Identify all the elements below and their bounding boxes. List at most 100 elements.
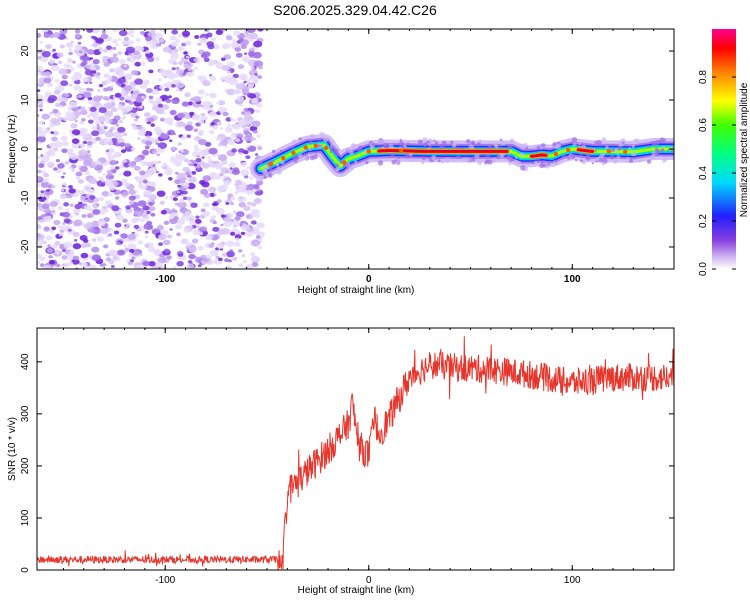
spectrogram-xtick-label: 0 <box>366 274 372 285</box>
ridge-speckle <box>303 139 305 141</box>
noise-blob <box>45 235 53 241</box>
noise-blob <box>222 45 228 50</box>
noise-blob <box>200 254 206 260</box>
noise-blob <box>160 210 167 215</box>
ridge-speckle <box>423 142 427 147</box>
ridge-speckle <box>391 160 397 165</box>
noise-blob <box>157 78 162 82</box>
noise-blob <box>47 82 54 88</box>
ridge-speckle <box>312 153 316 157</box>
ridge-speckle <box>319 132 323 136</box>
noise-blob <box>68 166 73 170</box>
noise-blob <box>92 209 101 215</box>
noise-blob <box>120 233 128 239</box>
noise-blob <box>95 136 101 141</box>
snr-ytick-label: 100 <box>20 509 31 526</box>
ridge-speckle <box>441 140 447 146</box>
noise-blob <box>235 188 242 193</box>
noise-blob <box>89 110 100 118</box>
noise-blob <box>88 177 97 185</box>
noise-blob <box>178 253 184 257</box>
noise-blob <box>257 146 263 151</box>
noise-blob <box>125 223 131 227</box>
noise-blob <box>206 32 213 38</box>
ridge-knot <box>399 148 404 153</box>
noise-blob <box>48 142 56 148</box>
noise-blob <box>127 233 136 240</box>
noise-blob <box>73 85 82 91</box>
noise-blob <box>179 88 183 92</box>
ridge-speckle <box>494 144 499 149</box>
noise-blob <box>91 254 101 261</box>
noise-blob <box>109 49 113 52</box>
noise-blob <box>162 112 166 115</box>
ridge-speckle <box>298 137 302 141</box>
noise-blob <box>253 130 258 134</box>
ridge-speckle <box>572 142 577 147</box>
noise-blob <box>114 222 122 228</box>
noise-blob <box>218 100 226 106</box>
noise-blob <box>122 181 130 187</box>
noise-blob <box>164 117 174 125</box>
ridge-speckle <box>388 143 394 149</box>
noise-blob <box>201 181 210 188</box>
ridge-speckle <box>349 150 354 155</box>
noise-blob <box>195 138 199 141</box>
spectrogram-xtick-label: -100 <box>155 274 175 285</box>
noise-blob <box>222 253 228 257</box>
ridge-speckle <box>377 160 384 166</box>
noise-blob <box>255 153 259 156</box>
snr-ytick-label: 0 <box>20 567 31 573</box>
noise-blob <box>141 149 150 156</box>
noise-blob <box>89 106 97 112</box>
noise-blob <box>80 62 86 67</box>
noise-blob <box>247 82 255 88</box>
noise-blob <box>123 170 132 177</box>
noise-blob <box>177 142 183 146</box>
ridge-speckle <box>586 156 589 159</box>
noise-blob <box>155 97 163 103</box>
noise-blob <box>57 163 65 169</box>
noise-blob <box>46 127 51 130</box>
noise-blob <box>74 33 81 38</box>
noise-blob <box>198 129 205 135</box>
noise-blob <box>232 39 237 43</box>
noise-blob <box>144 140 153 146</box>
noise-blob <box>240 44 247 49</box>
noise-blob <box>37 156 41 160</box>
noise-blob <box>167 73 176 80</box>
noise-blob <box>123 85 133 92</box>
noise-blob <box>59 29 68 35</box>
noise-blob <box>39 263 45 267</box>
noise-blob <box>103 87 109 92</box>
noise-blob <box>51 210 55 213</box>
spectrogram-ytick-label: 20 <box>20 45 31 57</box>
ridge-knot <box>323 145 329 151</box>
noise-blob <box>249 176 254 180</box>
noise-blob <box>257 245 263 250</box>
noise-blob <box>142 179 148 184</box>
noise-blob <box>62 182 67 186</box>
noise-blob <box>78 190 86 195</box>
noise-blob <box>53 219 61 226</box>
noise-blob <box>218 162 223 167</box>
noise-blob <box>105 78 112 84</box>
ridge-speckle <box>464 157 471 163</box>
noise-blob <box>144 119 149 123</box>
ridge-speckle <box>276 169 282 175</box>
noise-blob <box>41 51 51 58</box>
noise-blob <box>243 107 249 112</box>
noise-blob <box>234 138 241 143</box>
noise-blob <box>43 77 52 84</box>
noise-blob <box>102 173 106 176</box>
snr-xlabel: Height of straight line (km) <box>298 585 415 596</box>
noise-blob <box>161 104 170 110</box>
ridge-speckle <box>437 159 441 163</box>
noise-blob <box>239 152 243 155</box>
noise-blob <box>52 153 56 157</box>
noise-blob <box>246 29 256 33</box>
noise-blob <box>108 228 114 232</box>
noise-blob <box>43 71 52 77</box>
ridge-speckle <box>586 153 591 157</box>
